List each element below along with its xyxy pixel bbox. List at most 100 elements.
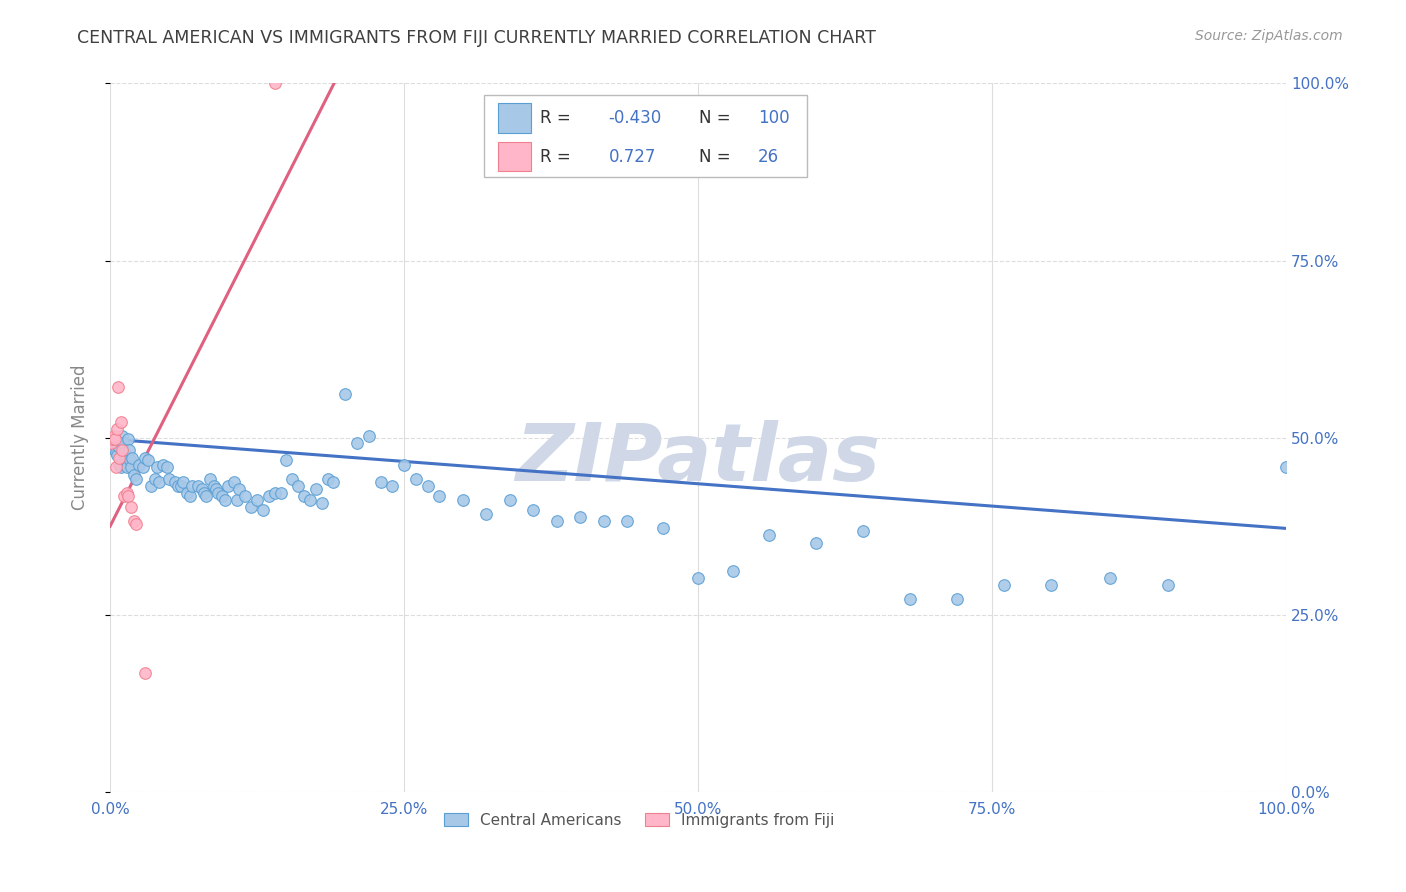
Point xyxy=(405,472,427,486)
Point xyxy=(263,486,285,500)
Point xyxy=(107,380,129,394)
Point xyxy=(305,482,328,496)
Point xyxy=(651,521,673,535)
Point xyxy=(298,493,321,508)
Text: R =: R = xyxy=(540,110,571,128)
Point xyxy=(381,479,404,493)
Point xyxy=(522,503,544,517)
Point xyxy=(111,436,134,450)
Point xyxy=(105,449,128,463)
Point xyxy=(416,479,439,493)
Point xyxy=(141,479,163,493)
Point xyxy=(163,475,186,489)
Point xyxy=(263,77,285,91)
Point xyxy=(287,479,309,493)
Point xyxy=(117,489,139,503)
Point xyxy=(292,489,315,503)
Point xyxy=(104,438,127,452)
Point xyxy=(252,503,274,517)
Point xyxy=(110,460,132,475)
Point xyxy=(112,489,135,503)
Point xyxy=(120,460,142,475)
Point xyxy=(176,486,198,500)
Point xyxy=(125,517,148,532)
Point xyxy=(357,429,380,443)
Legend: Central Americans, Immigrants from Fiji: Central Americans, Immigrants from Fiji xyxy=(437,806,841,834)
Point xyxy=(104,460,127,475)
Point xyxy=(311,496,333,510)
Point xyxy=(499,493,522,508)
Point xyxy=(101,434,124,449)
Point xyxy=(143,472,166,486)
Point xyxy=(101,432,124,446)
Point xyxy=(276,453,298,467)
Point xyxy=(214,493,236,508)
Point xyxy=(136,453,159,467)
Point xyxy=(945,592,967,607)
Point xyxy=(205,482,228,496)
Point xyxy=(1275,460,1298,475)
Point xyxy=(155,460,177,475)
Point xyxy=(475,507,498,521)
Point xyxy=(758,528,780,542)
Point xyxy=(115,460,138,475)
Point xyxy=(335,386,357,401)
FancyBboxPatch shape xyxy=(498,103,531,133)
Point xyxy=(804,535,827,549)
Point xyxy=(240,500,263,515)
Point xyxy=(195,489,218,503)
FancyBboxPatch shape xyxy=(484,95,807,177)
Point xyxy=(134,665,156,680)
Point xyxy=(198,472,221,486)
Point xyxy=(120,500,142,515)
Point xyxy=(120,453,142,467)
Text: ZIPatlas: ZIPatlas xyxy=(516,420,880,498)
Point xyxy=(1039,578,1062,592)
Point xyxy=(993,578,1015,592)
Point xyxy=(392,458,415,472)
Point xyxy=(202,479,225,493)
Point xyxy=(103,431,125,445)
Point xyxy=(191,482,214,496)
FancyBboxPatch shape xyxy=(498,142,531,171)
Point xyxy=(100,436,122,450)
Point xyxy=(110,415,132,429)
Text: N =: N = xyxy=(699,110,731,128)
Point xyxy=(723,564,745,578)
Point xyxy=(148,475,170,489)
Point xyxy=(111,443,134,458)
Point xyxy=(593,514,616,528)
Point xyxy=(152,458,174,472)
Point xyxy=(104,432,127,446)
Point xyxy=(193,486,215,500)
Point xyxy=(134,450,156,465)
Text: 100: 100 xyxy=(758,110,790,128)
Point xyxy=(112,446,135,460)
Point xyxy=(107,439,129,453)
Point xyxy=(179,489,201,503)
Text: 0.727: 0.727 xyxy=(609,147,657,166)
Point xyxy=(246,493,269,508)
Point xyxy=(257,489,280,503)
Point xyxy=(427,489,450,503)
Text: CENTRAL AMERICAN VS IMMIGRANTS FROM FIJI CURRENTLY MARRIED CORRELATION CHART: CENTRAL AMERICAN VS IMMIGRANTS FROM FIJI… xyxy=(77,29,876,46)
Point xyxy=(546,514,568,528)
Point xyxy=(122,467,145,482)
Point xyxy=(167,479,190,493)
Point xyxy=(569,510,592,524)
Point xyxy=(103,429,125,443)
Point xyxy=(125,472,148,486)
Text: N =: N = xyxy=(699,147,731,166)
Point xyxy=(852,524,875,539)
Point xyxy=(228,482,250,496)
Y-axis label: Currently Married: Currently Married xyxy=(72,365,89,510)
Point xyxy=(370,475,392,489)
Point xyxy=(122,514,145,528)
Point xyxy=(270,486,292,500)
Point xyxy=(322,475,344,489)
Point xyxy=(108,450,131,465)
Point xyxy=(146,460,169,475)
Point xyxy=(222,475,245,489)
Point xyxy=(181,479,204,493)
Point xyxy=(100,442,122,456)
